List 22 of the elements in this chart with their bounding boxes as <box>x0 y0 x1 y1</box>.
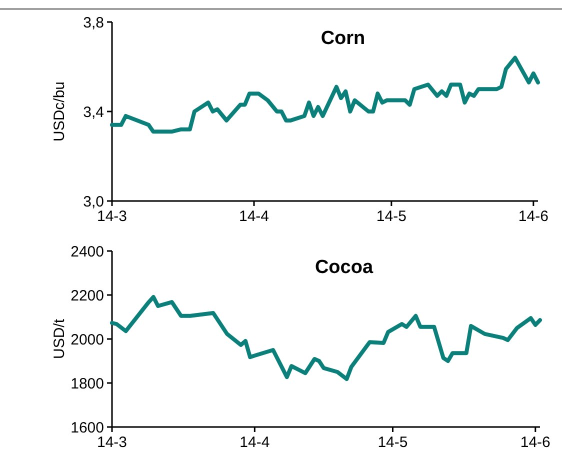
x-tick-label: 14-4 <box>238 208 270 225</box>
line-series <box>110 294 542 382</box>
x-tick-label: 14-3 <box>96 434 128 451</box>
x-tick-label: 14-5 <box>378 434 408 451</box>
chart-title: Corn <box>320 28 366 49</box>
y-tick-label: 2200 <box>70 287 104 304</box>
x-tick-label: 14-3 <box>96 208 128 225</box>
x-tick-label: 14-5 <box>376 208 406 225</box>
x-tick-label: 14-4 <box>240 434 270 451</box>
y-axis-title: USD/t <box>51 318 68 360</box>
x-tick-label: 14-6 <box>520 434 550 451</box>
y-axis-title: USDc/bu <box>51 81 68 142</box>
y-tick-label: 3,8 <box>83 14 104 32</box>
y-tick-label: 3,0 <box>83 193 104 210</box>
chart-title: Cocoa <box>314 257 374 278</box>
line-series <box>110 56 540 134</box>
x-tick-label: 14-6 <box>518 208 548 225</box>
y-tick-label: 1600 <box>70 419 104 436</box>
y-tick-label: 2000 <box>70 331 104 348</box>
y-tick-label: 3,4 <box>83 104 104 121</box>
y-tick-label: 2400 <box>70 243 104 260</box>
y-tick-label: 1800 <box>70 375 104 392</box>
